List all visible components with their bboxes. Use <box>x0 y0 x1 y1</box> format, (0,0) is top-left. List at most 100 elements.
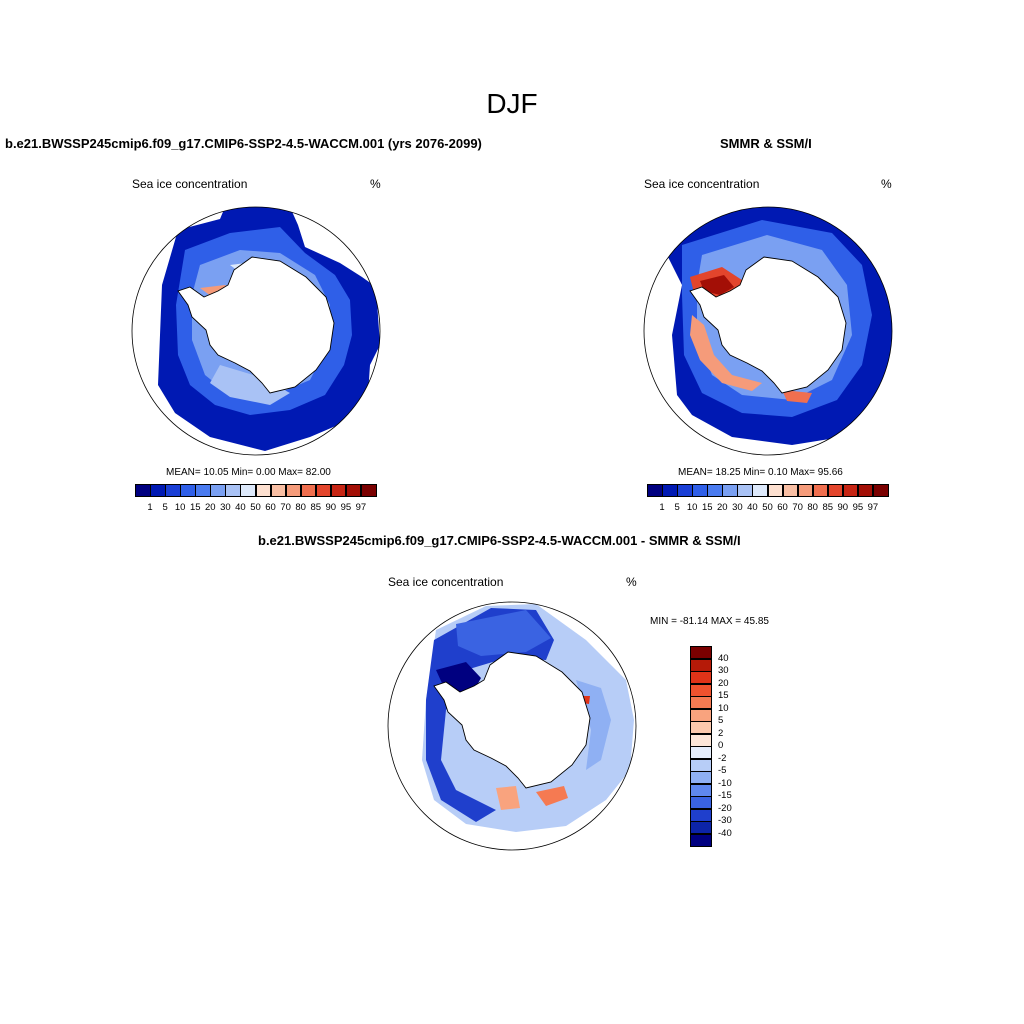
panel1-colorbar-swatch <box>240 484 256 497</box>
panel3-colorbar-tick-label: 15 <box>718 690 729 701</box>
panel2-ice-weddell-dark <box>700 275 734 295</box>
panel3-colorbar-tick-label: 2 <box>718 727 724 739</box>
panel3-diff-north-blue <box>456 610 551 656</box>
panel1-colorbar-tick-label: 95 <box>340 502 352 513</box>
panel1-colorbar-tick-label: 15 <box>189 502 201 513</box>
panel3-colorbar-swatch <box>690 671 712 684</box>
panel1-colorbar-swatch <box>195 484 211 497</box>
panel2-colorbar-tick-label: 1 <box>659 502 665 513</box>
panel3-colorbar-tick-label: -20 <box>718 802 732 814</box>
panel3-colorbar-tick-label: 0 <box>718 740 724 751</box>
panel3-colorbar-swatch <box>690 771 712 784</box>
panel3-colorbar <box>690 646 712 847</box>
panel1-colorbar-swatch <box>180 484 196 497</box>
panel2-colorbar-tick-label: 50 <box>762 502 773 513</box>
panel2-colorbar-swatch <box>647 484 663 497</box>
panel3-case-title: b.e21.BWSSP245cmip6.f09_g17.CMIP6-SSP2-4… <box>258 533 741 548</box>
panel1-colorbar-tick-label: 50 <box>250 502 261 513</box>
panel1-colorbar-swatch <box>210 484 226 497</box>
panel2-units: % <box>881 177 892 191</box>
panel2-colorbar-swatch <box>767 484 784 497</box>
panel2-colorbar <box>647 484 889 497</box>
panel2-colorbar-swatch <box>662 484 678 497</box>
panel3-stats: MIN = -81.14 MAX = 45.85 <box>650 616 769 627</box>
panel3-map-outline <box>387 601 637 851</box>
panel2-colorbar-swatch <box>857 484 874 497</box>
panel3-colorbar-swatch <box>690 758 712 772</box>
panel3-colorbar-tick-label: -40 <box>718 827 732 839</box>
panel3-diff-west-blue <box>426 608 554 822</box>
panel2-polar-map <box>643 206 893 456</box>
panel2-colorbar-swatch <box>797 484 814 497</box>
panel1-colorbar-swatch <box>345 484 362 497</box>
panel1-colorbar-tick-label: 10 <box>174 502 186 513</box>
panel2-colorbar-tick-label: 97 <box>867 502 879 513</box>
panel2-colorbar-swatch <box>842 484 859 497</box>
panel1-variable-label: Sea ice concentration <box>132 177 248 191</box>
panel1-colorbar-tick-label: 80 <box>295 502 306 513</box>
panel3-colorbar-swatch <box>690 808 712 822</box>
panel1-colorbar-swatch <box>330 484 347 497</box>
panel1-colorbar-swatch <box>360 484 377 497</box>
panel3-diff-ross-red1 <box>496 786 520 810</box>
panel3-colorbar-tick-label: 20 <box>718 677 729 689</box>
panel1-colorbar-tick-label: 20 <box>205 502 216 513</box>
panel1-ice-ross-light <box>210 365 290 405</box>
panel1-colorbar-tick-label: 1 <box>147 502 153 513</box>
panel3-colorbar-tick-label: 10 <box>718 702 729 714</box>
panel1-colorbar-tick-label: 70 <box>280 502 291 513</box>
panel1-colorbar-swatch <box>300 484 317 497</box>
panel1-colorbar-tick-label: 85 <box>310 502 322 513</box>
panel2-stats: MEAN= 18.25 Min= 0.10 Max= 95.66 <box>678 467 843 478</box>
panel3-polar-map <box>387 601 637 851</box>
panel3-colorbar-swatch <box>690 833 712 847</box>
panel2-ice-ross-red <box>782 390 812 403</box>
panel3-diff-ross-red2 <box>536 786 568 806</box>
panel2-colorbar-tick-label: 80 <box>807 502 818 513</box>
panel2-colorbar-tick-label: 10 <box>686 502 698 513</box>
panel1-map-outline <box>131 206 381 456</box>
panel2-case-title: SMMR & SSM/I <box>720 136 812 151</box>
panel3-antarctica-land <box>433 651 591 789</box>
panel1-colorbar-tick-label: 60 <box>265 502 276 513</box>
panel2-colorbar-swatch <box>872 484 889 497</box>
panel3-variable-label: Sea ice concentration <box>388 575 504 589</box>
panel3-colorbar-tick-label: -30 <box>718 815 732 826</box>
panel1-colorbar <box>135 484 377 497</box>
panel2-colorbar-tick-label: 5 <box>674 502 680 513</box>
panel1-colorbar-swatch <box>165 484 181 497</box>
panel3-colorbar-swatch <box>690 796 712 809</box>
panel1-antarctica-land <box>177 256 335 394</box>
panel1-colorbar-swatch <box>135 484 151 497</box>
panel2-variable-label: Sea ice concentration <box>644 177 760 191</box>
panel2-colorbar-swatch <box>827 484 844 497</box>
panel2-colorbar-tick-label: 90 <box>837 502 849 513</box>
panel2-colorbar-tick-label: 60 <box>777 502 788 513</box>
panel3-colorbar-swatch <box>690 783 712 797</box>
panel2-colorbar-swatch <box>722 484 738 497</box>
figure-title: DJF <box>486 88 538 119</box>
panel2-colorbar-tick-label: 85 <box>822 502 834 513</box>
panel1-colorbar-swatch <box>315 484 332 497</box>
panel2-colorbar-swatch <box>752 484 768 497</box>
panel3-colorbar-tick-label: -2 <box>718 752 727 764</box>
panel2-colorbar-swatch <box>737 484 753 497</box>
panel1-colorbar-swatch <box>285 484 302 497</box>
panel2-colorbar-tick-label: 30 <box>732 502 743 513</box>
panel3-colorbar-ticks: 40 30 20 15 10 5 2 0 -2 -5 -10 -15 -20 -30 -40 <box>718 646 758 846</box>
panel1-colorbar-tick-label: 90 <box>325 502 337 513</box>
panel1-case-title: b.e21.BWSSP245cmip6.f09_g17.CMIP6-SSP2-4… <box>5 136 482 151</box>
panel1-colorbar-tick-label: 97 <box>355 502 367 513</box>
panel3-colorbar-swatch <box>690 746 712 759</box>
panel3-colorbar-swatch <box>690 658 712 672</box>
panel2-map-outline <box>643 206 893 456</box>
panel1-polar-map <box>131 206 381 456</box>
panel3-colorbar-tick-label: 40 <box>718 652 729 664</box>
panel3-colorbar-swatch <box>690 708 712 722</box>
panel2-antarctica-land <box>689 256 847 394</box>
panel1-stats: MEAN= 10.05 Min= 0.00 Max= 82.00 <box>166 467 331 478</box>
panel2-colorbar-swatch <box>692 484 708 497</box>
panel1-colorbar-tick-label: 40 <box>235 502 246 513</box>
panel3-colorbar-tick-label: -15 <box>718 790 732 801</box>
panel2-colorbar-swatch <box>782 484 799 497</box>
